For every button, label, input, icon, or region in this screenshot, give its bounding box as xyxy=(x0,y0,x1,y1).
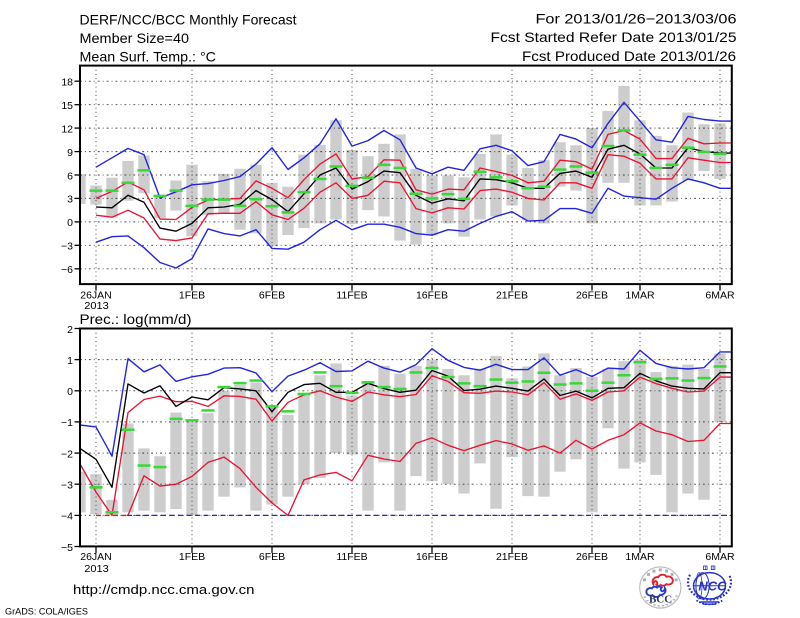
svg-text:3: 3 xyxy=(67,194,73,206)
svg-text:DERF/NCC/BCC Monthly Forecast: DERF/NCC/BCC Monthly Forecast xyxy=(80,12,297,28)
svg-text:1: 1 xyxy=(67,355,73,367)
svg-text:Fcst Started Refer Date 2013/0: Fcst Started Refer Date 2013/01/25 xyxy=(491,29,737,45)
svg-text:26JAN: 26JAN xyxy=(80,290,112,302)
svg-text:16FEB: 16FEB xyxy=(416,290,448,302)
svg-text:Fcst Produced Date 2013/01/26: Fcst Produced Date 2013/01/26 xyxy=(522,48,736,64)
svg-text:21FEB: 21FEB xyxy=(496,290,528,302)
svg-text:9: 9 xyxy=(67,147,73,159)
svg-text:6FEB: 6FEB xyxy=(259,551,285,563)
svg-text:11FEB: 11FEB xyxy=(336,290,367,302)
svg-text:−6: −6 xyxy=(61,264,73,276)
svg-text:http://cmdp.ncc.cma.gov.cn: http://cmdp.ncc.cma.gov.cn xyxy=(73,582,255,597)
svg-text:−1: −1 xyxy=(61,417,73,429)
svg-text:NCC: NCC xyxy=(698,579,727,594)
svg-text:15: 15 xyxy=(61,100,73,112)
svg-text:−5: −5 xyxy=(61,542,73,554)
svg-text:6FEB: 6FEB xyxy=(259,290,285,302)
svg-text:12: 12 xyxy=(61,123,73,135)
svg-text:2013: 2013 xyxy=(84,563,109,575)
svg-text:16FEB: 16FEB xyxy=(416,551,448,563)
svg-text:−3: −3 xyxy=(61,241,73,253)
svg-text:2013: 2013 xyxy=(84,300,109,312)
svg-text:−3: −3 xyxy=(61,480,73,492)
svg-text:6: 6 xyxy=(67,170,73,182)
svg-text:26FEB: 26FEB xyxy=(576,290,608,302)
svg-text:BCC: BCC xyxy=(649,593,672,605)
svg-text:Prec.: log(mm/d): Prec.: log(mm/d) xyxy=(80,311,192,327)
svg-text:1FEB: 1FEB xyxy=(179,551,205,563)
svg-text:6MAR: 6MAR xyxy=(705,551,735,563)
svg-text:GrADS: COLA/IGES: GrADS: COLA/IGES xyxy=(5,607,88,617)
svg-text:Mean Surf. Temp.: °C: Mean Surf. Temp.: °C xyxy=(80,49,217,65)
svg-text:1MAR: 1MAR xyxy=(625,290,655,302)
svg-text:2: 2 xyxy=(67,324,73,336)
svg-text:Member Size=40: Member Size=40 xyxy=(80,30,190,46)
svg-text:−4: −4 xyxy=(61,511,73,523)
svg-text:6MAR: 6MAR xyxy=(705,290,735,302)
svg-text:21FEB: 21FEB xyxy=(496,551,528,563)
svg-text:0: 0 xyxy=(67,217,73,229)
svg-text:26JAN: 26JAN xyxy=(80,551,112,563)
svg-text:26FEB: 26FEB xyxy=(576,551,608,563)
svg-text:For 2013/01/26−2013/03/06: For 2013/01/26−2013/03/06 xyxy=(536,10,737,26)
svg-text:−2: −2 xyxy=(61,448,73,460)
svg-text:11FEB: 11FEB xyxy=(336,551,367,563)
svg-text:1FEB: 1FEB xyxy=(179,290,205,302)
svg-text:1MAR: 1MAR xyxy=(625,551,655,563)
svg-text:18: 18 xyxy=(61,77,73,89)
svg-text:0: 0 xyxy=(67,386,73,398)
